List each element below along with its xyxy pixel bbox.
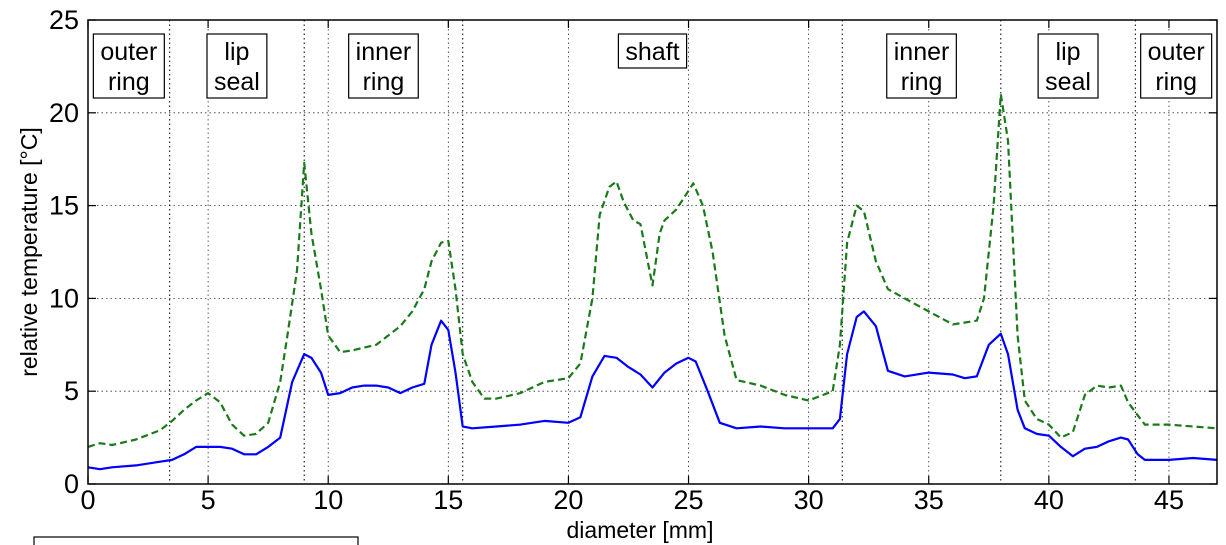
x-tick-label: 20 [553, 485, 583, 515]
x-tick-label: 10 [313, 485, 343, 515]
region-label-text: lip [1056, 38, 1081, 66]
region-label-text: ring [108, 68, 150, 96]
x-tick-label: 25 [674, 485, 704, 515]
region-label-text: ring [363, 68, 405, 96]
region-label-text: inner [356, 38, 412, 66]
region-label-text: seal [1045, 68, 1091, 96]
region-label-box [1140, 33, 1213, 99]
region-label-text: shaft [625, 38, 679, 66]
axis-ticks: 0 5 10 15 20 25 30 35 40 45 0 5 10 15 20 25 [49, 5, 1217, 515]
x-tick-label: 40 [1034, 485, 1064, 515]
series-layer [87, 93, 1218, 471]
region-label-text: ring [1155, 68, 1197, 96]
plot-area [87, 19, 1218, 485]
region-label-box [348, 33, 419, 99]
region-label: shaft [617, 33, 688, 69]
region-label-box [206, 33, 268, 99]
region-label-box [92, 33, 165, 99]
series-line-dashed-green [87, 93, 1218, 448]
region-label-text: lip [224, 38, 249, 66]
x-tick-label: 45 [1154, 485, 1184, 515]
region-label-text: inner [894, 38, 950, 66]
y-tick-label: 25 [49, 5, 79, 35]
y-tick-label: 5 [64, 376, 79, 406]
region-label-box [1037, 33, 1099, 99]
region-label-box [617, 33, 688, 69]
y-tick-label: 20 [49, 98, 79, 128]
series-line-solid-blue [87, 310, 1218, 471]
x-axis-label: diameter [mm] [567, 517, 714, 543]
region-label-box [886, 33, 957, 99]
x-tick-label: 0 [80, 485, 95, 515]
region-label-text: seal [214, 68, 260, 96]
x-tick-label: 15 [433, 485, 463, 515]
region-label-text: outer [1148, 38, 1205, 66]
region-label-text: outer [100, 38, 157, 66]
y-axis-label: relative temperature [°C] [16, 127, 42, 377]
y-tick-label: 10 [49, 283, 79, 313]
x-tick-label: 35 [914, 485, 944, 515]
x-tick-label: 30 [794, 485, 824, 515]
y-tick-label: 15 [49, 191, 79, 221]
y-tick-label: 0 [64, 469, 79, 499]
region-label-text: ring [901, 68, 943, 96]
x-tick-label: 5 [201, 485, 216, 515]
legend-box-fragment [33, 536, 359, 545]
